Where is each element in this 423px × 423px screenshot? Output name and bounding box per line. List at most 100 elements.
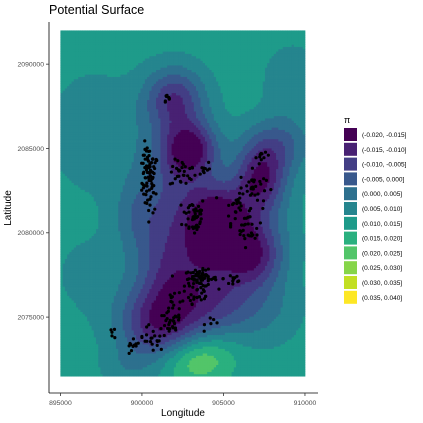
surface-cell bbox=[289, 274, 293, 278]
surface-cell bbox=[247, 366, 250, 370]
surface-cell bbox=[133, 279, 137, 283]
surface-cell bbox=[87, 295, 90, 299]
surface-cell bbox=[282, 295, 286, 299]
surface-cell bbox=[191, 313, 195, 317]
surface-cell bbox=[247, 297, 250, 301]
surface-cell bbox=[102, 327, 106, 331]
surface-cell bbox=[229, 353, 232, 356]
surface-cell bbox=[162, 274, 166, 278]
surface-cell bbox=[287, 323, 290, 326]
surface-cell bbox=[231, 339, 235, 342]
surface-cell bbox=[73, 313, 77, 317]
surface-cell bbox=[218, 360, 221, 363]
surface-cell bbox=[284, 362, 288, 366]
surface-cell bbox=[93, 297, 97, 301]
surface-cell bbox=[258, 286, 261, 289]
surface-cell bbox=[207, 371, 210, 375]
surface-cell bbox=[200, 332, 204, 336]
surface-cell bbox=[211, 325, 215, 329]
surface-cell bbox=[127, 307, 130, 310]
surface-cell bbox=[262, 346, 266, 349]
surface-cell bbox=[129, 327, 132, 331]
surface-cell bbox=[167, 286, 170, 289]
surface-cell bbox=[273, 286, 277, 289]
surface-cell bbox=[193, 364, 197, 368]
surface-cell bbox=[164, 353, 168, 356]
surface-cell bbox=[209, 369, 212, 372]
surface-cell bbox=[296, 302, 299, 306]
surface-cell bbox=[156, 274, 159, 278]
surface-cell bbox=[242, 288, 246, 292]
surface-cell bbox=[296, 373, 299, 377]
surface-cell bbox=[60, 279, 64, 283]
surface-cell bbox=[244, 277, 248, 280]
surface-cell bbox=[80, 300, 84, 303]
surface-cell bbox=[242, 364, 246, 368]
surface-cell bbox=[258, 290, 261, 294]
surface-cell bbox=[264, 302, 268, 306]
surface-cell bbox=[249, 307, 252, 310]
surface-cell bbox=[104, 277, 108, 280]
surface-cell bbox=[182, 272, 186, 276]
surface-cell bbox=[227, 364, 230, 368]
surface-cell bbox=[207, 297, 210, 301]
surface-cell bbox=[169, 341, 172, 345]
surface-cell bbox=[109, 309, 112, 312]
surface-cell bbox=[142, 270, 146, 273]
surface-cell bbox=[300, 309, 304, 312]
surface-cell bbox=[129, 330, 132, 333]
surface-cell bbox=[149, 366, 152, 370]
surface-cell bbox=[73, 309, 77, 312]
surface-cell bbox=[273, 357, 277, 361]
surface-cell bbox=[267, 293, 270, 296]
surface-cell bbox=[138, 366, 141, 370]
surface-cell bbox=[282, 371, 286, 375]
surface-cell bbox=[209, 355, 212, 359]
surface-cell bbox=[202, 304, 206, 308]
surface-cell bbox=[93, 343, 97, 347]
surface-cell bbox=[95, 304, 99, 308]
surface-cell bbox=[162, 318, 166, 322]
surface-cell bbox=[269, 343, 273, 347]
surface-cell bbox=[107, 318, 110, 322]
surface-cell bbox=[240, 346, 244, 349]
surface-cell bbox=[62, 364, 66, 368]
surface-cell bbox=[196, 334, 199, 338]
surface-cell bbox=[284, 373, 288, 377]
surface-cell bbox=[169, 297, 172, 301]
surface-cell bbox=[100, 348, 104, 352]
surface-cell bbox=[231, 371, 235, 375]
surface-cell bbox=[109, 364, 112, 368]
surface-cell bbox=[149, 343, 152, 347]
surface-cell bbox=[167, 371, 170, 375]
surface-cell bbox=[187, 371, 190, 375]
surface-cell bbox=[82, 334, 86, 338]
surface-cell bbox=[273, 353, 277, 356]
surface-cell bbox=[229, 318, 232, 322]
surface-cell bbox=[122, 281, 126, 285]
surface-cell bbox=[211, 307, 215, 310]
surface-cell bbox=[82, 362, 86, 366]
surface-cell bbox=[209, 311, 212, 315]
surface-cell bbox=[122, 332, 126, 336]
surface-cell bbox=[142, 309, 146, 312]
surface-cell bbox=[256, 279, 259, 283]
surface-cell bbox=[278, 277, 281, 280]
surface-cell bbox=[144, 274, 148, 278]
surface-cell bbox=[282, 323, 286, 326]
surface-cell bbox=[193, 336, 197, 340]
surface-cell bbox=[91, 357, 95, 361]
surface-cell bbox=[180, 325, 184, 329]
surface-cell bbox=[95, 311, 99, 315]
surface-cell bbox=[115, 323, 119, 326]
surface-cell bbox=[75, 300, 79, 303]
surface-cell bbox=[93, 334, 97, 338]
surface-cell bbox=[289, 283, 293, 287]
surface-cell bbox=[247, 307, 250, 310]
surface-cell bbox=[216, 302, 219, 306]
surface-cell bbox=[111, 309, 115, 312]
surface-cell bbox=[109, 360, 112, 363]
surface-cell bbox=[100, 341, 104, 345]
surface-cell bbox=[169, 313, 172, 317]
surface-cell bbox=[171, 339, 175, 342]
